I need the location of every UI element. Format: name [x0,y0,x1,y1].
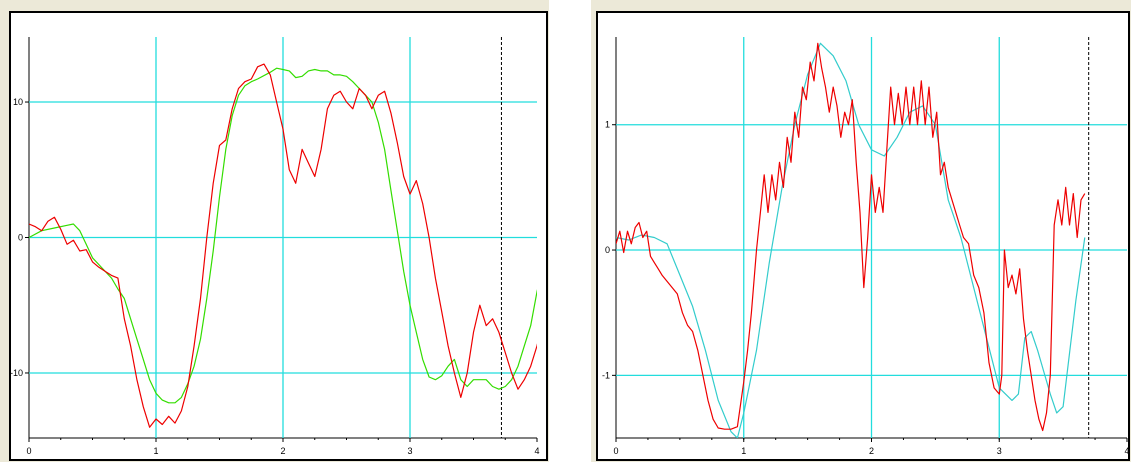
series-line [616,42,1086,432]
y-tick-label: 1 [605,120,610,130]
y-tick-label: -1 [602,370,610,380]
panel-gap [549,0,591,462]
x-tick-label: 4 [1124,446,1129,456]
chart-left: 0 1 2 3 4 -10 0 10 [9,11,548,461]
chart-panel-left: 0 1 2 3 4 -10 0 10 [0,0,549,462]
y-tick-label: -10 [10,368,23,378]
chart-frame [9,11,548,461]
x-tick-label: 0 [613,446,618,456]
chart-frame [596,11,1130,461]
y-tick-label: 10 [13,97,23,107]
series-line [29,63,537,428]
x-tick-label: 4 [534,446,539,456]
x-tick-label: 3 [407,446,412,456]
x-tick-label: 1 [741,446,746,456]
x-tick-label: 2 [869,446,874,456]
chart-panel-right: 0 1 2 3 4 -1 0 1 [591,0,1131,462]
x-tick-label: 0 [26,446,31,456]
chart-right: 0 1 2 3 4 -1 0 1 [596,11,1130,461]
x-tick-label: 1 [153,446,158,456]
x-tick-label: 2 [280,446,285,456]
y-tick-label: 0 [605,245,610,255]
x-tick-label: 3 [997,446,1002,456]
y-tick-label: 0 [18,233,23,243]
series-line [29,67,537,404]
